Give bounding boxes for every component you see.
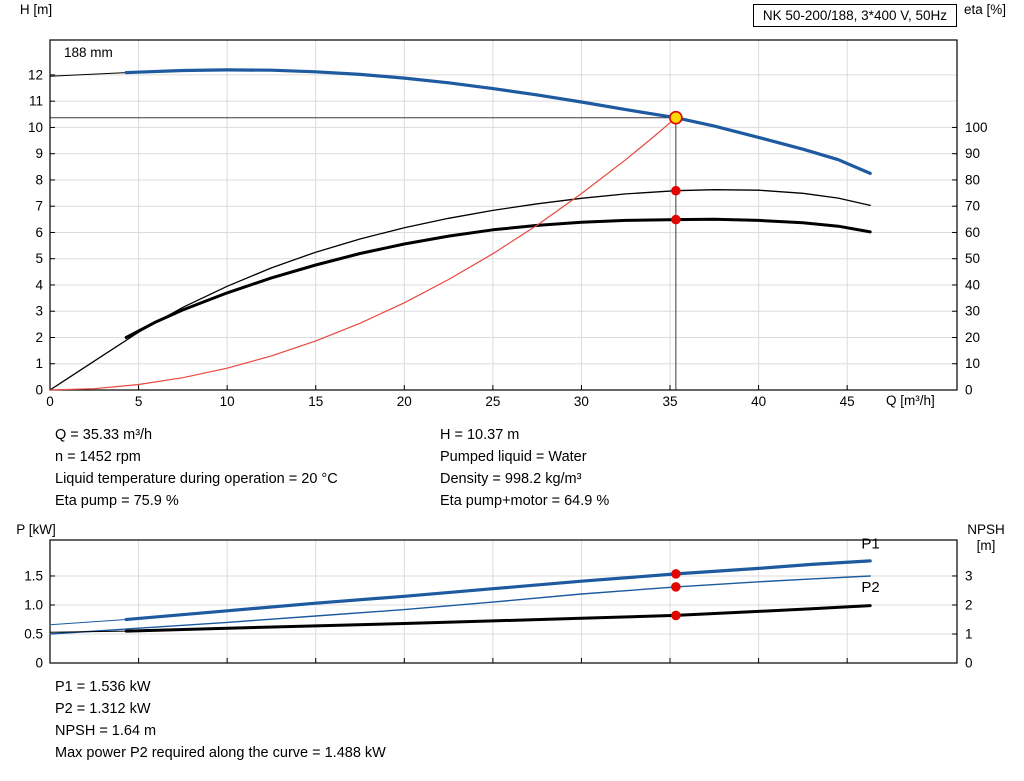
operating-data-right: H = 10.37 m Pumped liquid = Water Densit…	[440, 424, 609, 512]
p1-curve-low-flow	[49, 619, 127, 626]
y-tick-label-left: 7	[35, 199, 43, 214]
duty-point-marker	[669, 110, 683, 125]
y-tick-label-left: 11	[29, 94, 43, 109]
qh-eta-chart: 0 5 10 15 20 25 30 35 40 450123456789101112010203…	[28, 39, 988, 409]
operating-data-left: Q = 35.33 m³/h n = 1452 rpm Liquid tempe…	[55, 424, 338, 512]
impeller-diameter-label: 188 mm	[64, 45, 113, 60]
power-npsh-chart: 0 0.5 1.0 1.5 0 1 2 3 P1 P2	[24, 536, 973, 671]
x-tick-label: 30	[574, 394, 589, 409]
curve-point-marker	[671, 185, 681, 196]
info-line-flow: Q = 35.33 m³/h	[55, 427, 153, 443]
y-tick-label-right: 2	[965, 597, 973, 612]
curve-point-marker	[671, 214, 681, 225]
npsh-curve-low-flow	[49, 630, 127, 633]
npsh-curve	[124, 604, 872, 633]
x-tick-label: 45	[840, 394, 855, 409]
y-tick-label-right: 3	[965, 568, 973, 583]
head-curve	[124, 68, 872, 175]
y-tick-label-left: 8	[35, 172, 43, 187]
y-tick-label-right: 10	[965, 356, 980, 371]
info-line-density: Density = 998.2 kg/m³	[440, 471, 582, 487]
npsh-axis-label: NPSH [m]	[967, 522, 1005, 553]
y-tick-label-right: 40	[965, 277, 980, 292]
eta-pump-curve	[49, 189, 871, 391]
plot-frame	[49, 39, 958, 391]
info-line-speed: n = 1452 rpm	[55, 449, 141, 465]
info-line-head: H = 10.37 m	[440, 427, 520, 443]
x-tick-label: 0	[46, 394, 54, 409]
curve-point-marker	[671, 610, 681, 621]
x-tick-label: 25	[485, 394, 500, 409]
x-tick-label: 20	[397, 394, 412, 409]
head-axis-label: H [m]	[19, 2, 53, 17]
head-curve-low-flow	[49, 72, 127, 77]
y-tick-label-right: 20	[965, 330, 980, 345]
info-line-npsh: NPSH = 1.64 m	[55, 723, 157, 739]
p2-curve	[49, 575, 871, 635]
y-tick-label-right: 90	[965, 146, 980, 161]
x-tick-label: 35	[663, 394, 678, 409]
info-line-eta-pump-motor: Eta pump+motor = 64.9 %	[440, 493, 610, 509]
plot-frame	[49, 539, 958, 664]
x-tick-label: 10	[220, 394, 235, 409]
y-tick-label-right: 70	[965, 199, 980, 214]
y-tick-label-left: 9	[35, 146, 43, 161]
y-tick-label-left: 12	[28, 67, 43, 82]
p1-curve-label: P1	[861, 536, 879, 553]
eta-pump-motor-curve	[124, 217, 872, 339]
info-line-pumped-liquid: Pumped liquid = Water	[440, 449, 587, 465]
y-tick-label-right: 30	[965, 304, 980, 319]
y-tick-label-right: 0	[965, 383, 973, 398]
info-line-p2: P2 = 1.312 kW	[55, 701, 151, 717]
curve-point-marker	[671, 569, 681, 579]
info-line-max-power: Max power P2 required along the curve = …	[55, 745, 386, 761]
y-tick-label-left: 1	[35, 356, 43, 371]
info-line-p1: P1 = 1.536 kW	[55, 679, 151, 695]
y-tick-label-right: 80	[965, 172, 980, 187]
y-tick-label-left: 10	[28, 120, 43, 135]
y-tick-label-left: 0.5	[24, 626, 43, 641]
p2-curve-label: P2	[861, 579, 879, 596]
p1-curve	[124, 559, 872, 622]
y-tick-label-left: 0	[35, 383, 43, 398]
y-tick-label-right: 1	[965, 626, 973, 641]
curve-point-marker	[671, 582, 681, 592]
y-tick-label-left: 2	[35, 330, 43, 345]
y-tick-label-left: 6	[35, 225, 43, 240]
x-tick-label: 5	[135, 394, 143, 409]
x-tick-label: 40	[751, 394, 766, 409]
y-tick-label-left: 1.5	[24, 568, 43, 583]
y-tick-label-right: 100	[965, 120, 988, 135]
y-tick-label-left: 1.0	[24, 597, 43, 612]
pump-title-box: NK 50-200/188, 3*400 V, 50Hz	[752, 4, 957, 27]
info-line-eta-pump: Eta pump = 75.9 %	[55, 493, 179, 509]
y-tick-label-right: 60	[965, 225, 980, 240]
power-axis-label: P [kW]	[16, 522, 56, 537]
eta-axis-label: eta [%]	[963, 2, 1007, 17]
system-curve	[49, 117, 677, 391]
y-tick-label-left: 4	[35, 277, 43, 292]
y-tick-label-right: 50	[965, 251, 980, 266]
y-tick-label-left: 5	[35, 251, 43, 266]
y-tick-label-left: 0	[35, 656, 43, 671]
x-tick-label: 15	[308, 394, 323, 409]
y-tick-label-left: 3	[35, 304, 43, 319]
info-line-liquid-temp: Liquid temperature during operation = 20…	[55, 471, 338, 487]
power-npsh-data: P1 = 1.536 kW P2 = 1.312 kW NPSH = 1.64 …	[55, 676, 386, 764]
y-tick-label-right: 0	[965, 656, 973, 671]
flow-axis-label: Q [m³/h]	[886, 393, 935, 408]
